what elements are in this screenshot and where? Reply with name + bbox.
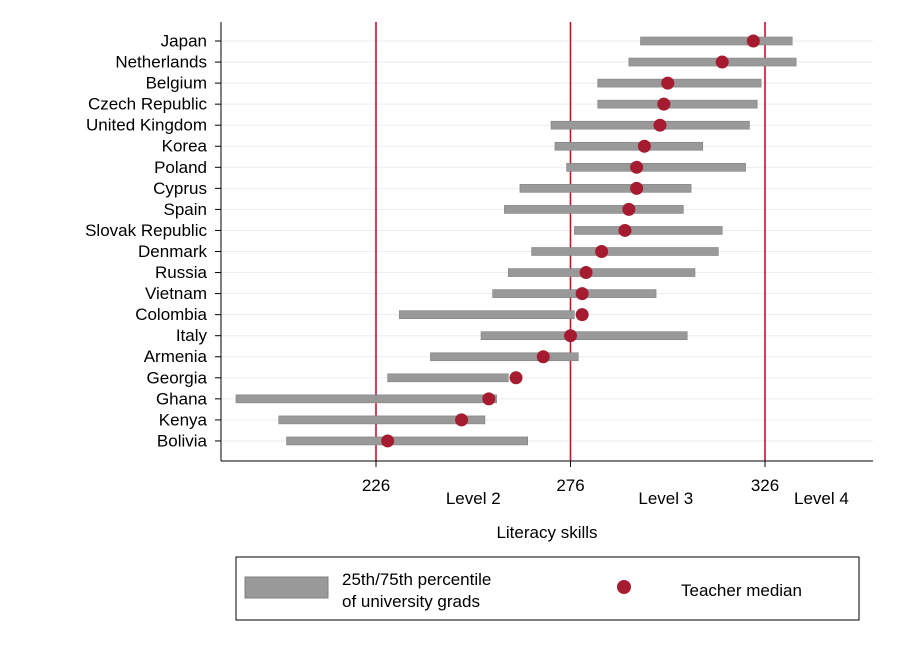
category-label: Russia xyxy=(155,263,208,282)
percentile-bar xyxy=(550,120,750,130)
median-dot xyxy=(746,34,760,48)
category-label: Ghana xyxy=(156,389,208,408)
percentile-bar xyxy=(628,57,797,67)
category-label: Colombia xyxy=(135,305,207,324)
median-dot xyxy=(595,245,609,258)
x-tick-label: 276 xyxy=(556,476,584,495)
percentile-bar xyxy=(519,184,692,193)
percentile-bar xyxy=(566,163,746,172)
median-dot xyxy=(575,287,589,301)
category-label: Korea xyxy=(162,137,208,156)
median-dot xyxy=(715,55,729,69)
legend-bar-label-line2: of university grads xyxy=(342,592,480,611)
legend: 25th/75th percentile of university grads… xyxy=(235,556,860,621)
percentile-bar xyxy=(507,268,696,277)
x-axis-title: Literacy skills xyxy=(496,523,597,542)
median-dot xyxy=(653,118,667,132)
median-dot xyxy=(657,97,671,111)
level-label: Level 4 xyxy=(794,489,849,508)
legend-bar-swatch xyxy=(244,576,329,599)
percentile-bar xyxy=(597,99,758,109)
category-label: Denmark xyxy=(138,242,207,261)
percentile-bar xyxy=(399,310,575,319)
legend-dot-swatch xyxy=(617,580,631,594)
percentile-bar xyxy=(480,331,688,341)
percentile-bar xyxy=(387,373,509,383)
median-dot xyxy=(381,434,395,448)
median-dot xyxy=(618,223,632,237)
percentile-bar xyxy=(574,226,723,235)
percentile-bar xyxy=(640,36,793,46)
level-label: Level 3 xyxy=(638,489,693,508)
legend-dot-label: Teacher median xyxy=(681,581,802,600)
category-label: Czech Republic xyxy=(88,95,208,114)
category-label: Bolivia xyxy=(157,431,208,450)
median-dot xyxy=(661,76,675,90)
category-label: Slovak Republic xyxy=(85,221,207,240)
x-tick-labels: 226 276 326 xyxy=(362,461,779,495)
percentile-bar xyxy=(286,436,529,446)
median-dot xyxy=(637,139,651,153)
median-dot xyxy=(509,371,523,385)
percentile-bar xyxy=(531,247,719,256)
median-dot xyxy=(482,392,496,406)
category-label: Cyprus xyxy=(153,179,207,198)
percentile-bar xyxy=(492,289,657,298)
category-label: Kenya xyxy=(159,410,208,429)
median-dot xyxy=(564,329,577,343)
legend-box xyxy=(235,556,860,621)
level-labels: Level 2 Level 3 Level 4 xyxy=(446,489,849,508)
category-label: Armenia xyxy=(144,347,208,366)
category-label: Spain xyxy=(164,200,207,219)
median-dots xyxy=(381,34,760,448)
category-labels: Japan Netherlands Belgium Czech Republic Uni… xyxy=(85,31,221,450)
level-label: Level 2 xyxy=(446,489,501,508)
category-label: United Kingdom xyxy=(86,116,207,135)
legend-bar-label-line1: 25th/75th percentile xyxy=(342,570,491,589)
percentile-bar xyxy=(504,205,684,214)
percentile-bar xyxy=(278,415,486,425)
percentile-bar xyxy=(597,78,762,88)
percentile-bar xyxy=(430,352,579,362)
category-label: Japan xyxy=(161,31,207,50)
median-dot xyxy=(575,308,589,322)
category-label: Georgia xyxy=(147,368,208,387)
category-label: Italy xyxy=(176,326,208,345)
reference-lines xyxy=(375,22,766,461)
median-dot xyxy=(579,266,593,280)
median-dot xyxy=(622,202,636,216)
axes xyxy=(220,22,873,462)
percentile-bars xyxy=(235,36,797,446)
category-label: Belgium xyxy=(146,74,207,93)
gridlines xyxy=(221,40,873,442)
percentile-bar xyxy=(235,394,497,404)
percentile-bar xyxy=(554,141,704,151)
category-label: Poland xyxy=(154,158,207,177)
median-dot xyxy=(455,413,469,427)
median-dot xyxy=(630,181,644,195)
category-label: Netherlands xyxy=(115,53,207,72)
median-dot xyxy=(630,160,644,174)
x-tick-label: 226 xyxy=(362,476,390,495)
median-dot xyxy=(536,350,550,364)
category-label: Vietnam xyxy=(145,284,207,303)
x-tick-label: 326 xyxy=(751,476,779,495)
